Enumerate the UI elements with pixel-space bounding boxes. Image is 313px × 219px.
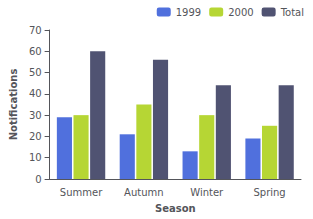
svg-text:1999: 1999 <box>176 7 201 18</box>
svg-text:0: 0 <box>35 174 41 185</box>
svg-text:60: 60 <box>29 46 42 57</box>
svg-text:Winter: Winter <box>190 187 224 198</box>
svg-text:10: 10 <box>29 152 42 163</box>
svg-text:Season: Season <box>155 203 196 214</box>
svg-text:Spring: Spring <box>253 187 285 198</box>
svg-text:Total: Total <box>280 7 304 18</box>
svg-text:Autumn: Autumn <box>124 187 164 198</box>
svg-text:30: 30 <box>29 110 42 121</box>
svg-text:Notifications: Notifications <box>8 69 19 141</box>
svg-text:20: 20 <box>29 131 42 142</box>
svg-text:70: 70 <box>29 25 42 36</box>
svg-text:Summer: Summer <box>60 187 103 198</box>
svg-text:2000: 2000 <box>228 7 253 18</box>
svg-text:40: 40 <box>29 88 42 99</box>
svg-text:50: 50 <box>29 67 42 78</box>
